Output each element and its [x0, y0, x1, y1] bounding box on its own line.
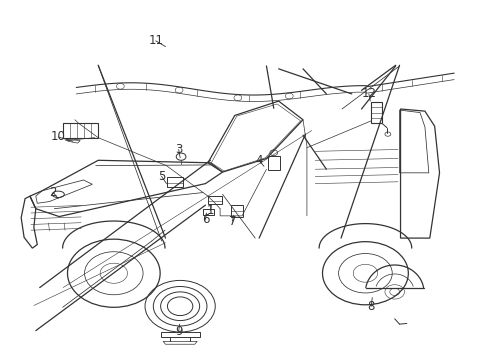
- Text: 6: 6: [202, 213, 209, 226]
- Text: 10: 10: [51, 130, 65, 144]
- Text: 2: 2: [49, 186, 57, 199]
- Text: 4: 4: [255, 154, 263, 167]
- Text: 9: 9: [175, 325, 182, 338]
- Text: 8: 8: [367, 300, 374, 313]
- Text: 11: 11: [148, 34, 163, 48]
- Text: 7: 7: [228, 215, 236, 228]
- Text: 1: 1: [206, 204, 214, 217]
- Text: 3: 3: [175, 143, 182, 156]
- Text: 12: 12: [361, 87, 376, 100]
- Text: 5: 5: [158, 170, 165, 183]
